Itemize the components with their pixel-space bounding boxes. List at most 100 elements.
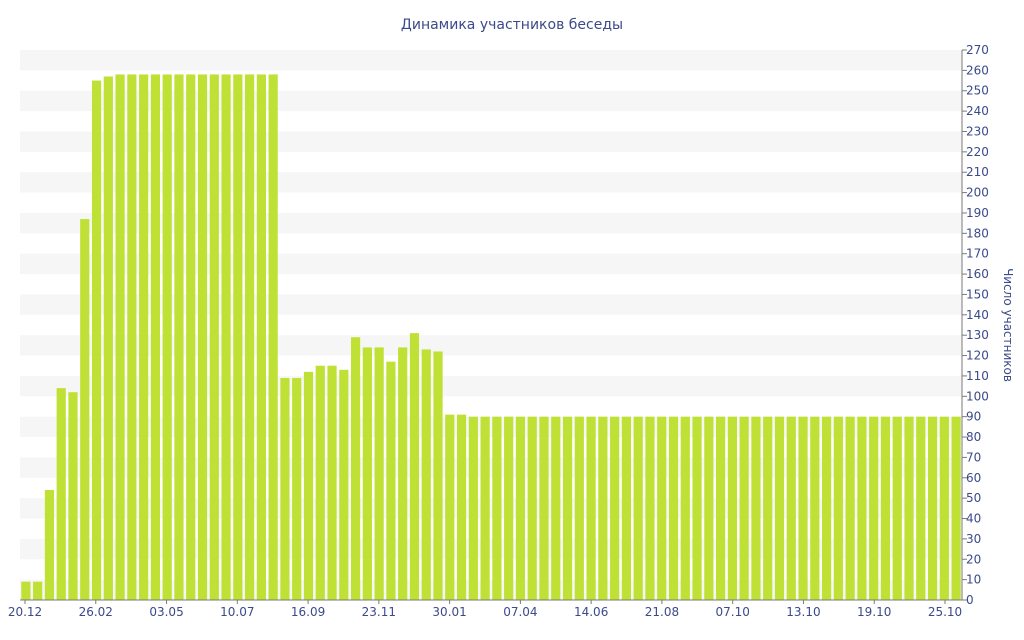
bar — [551, 416, 561, 600]
grid-band — [20, 375, 962, 397]
y-tick-label: 240 — [966, 104, 989, 118]
grid-band — [20, 335, 962, 356]
grid-band — [20, 498, 962, 519]
x-tick-label: 14.06 — [574, 605, 608, 619]
bar — [492, 416, 502, 600]
grid-band — [20, 579, 962, 600]
bar — [810, 416, 820, 600]
bar — [786, 416, 796, 600]
bar — [527, 416, 537, 600]
bar — [139, 74, 149, 600]
bar — [515, 416, 526, 600]
y-tick-label: 120 — [966, 349, 989, 363]
grid-band — [20, 416, 962, 438]
bar — [456, 414, 467, 600]
bar — [292, 377, 302, 600]
bar — [386, 361, 396, 600]
bar — [657, 416, 667, 600]
y-tick-label: 170 — [966, 247, 989, 261]
bar — [197, 74, 208, 600]
bar — [916, 416, 926, 600]
x-tick-label: 20.12 — [8, 605, 42, 619]
y-tick-label: 30 — [966, 532, 981, 546]
y-tick-label: 10 — [966, 573, 981, 587]
x-tick-label: 30.01 — [432, 605, 466, 619]
bar — [927, 416, 938, 600]
y-axis: 0 10 20 30 40 50 60 70 80 90 100 110 120 130 140 150 160… — [961, 43, 989, 607]
bar — [468, 416, 478, 600]
grid-bands — [20, 50, 962, 600]
bar — [421, 349, 431, 600]
y-axis-label: Число участников — [1001, 268, 1015, 382]
y-tick-label: 90 — [966, 410, 981, 424]
bar — [103, 76, 113, 601]
y-tick-label: 110 — [966, 369, 989, 383]
bar — [704, 416, 714, 600]
bar — [598, 416, 608, 600]
y-tick-label: 160 — [966, 267, 989, 281]
bar — [162, 74, 172, 600]
bar — [562, 416, 573, 600]
y-tick-label: 180 — [966, 226, 989, 240]
bar — [574, 416, 584, 600]
bar — [798, 416, 808, 600]
bar — [174, 74, 184, 600]
chart-title: Динамика участников беседы — [401, 17, 623, 33]
grid-band — [20, 538, 962, 560]
y-tick-label: 50 — [966, 491, 981, 505]
x-tick-label: 03.05 — [149, 605, 183, 619]
grid-band — [20, 294, 962, 315]
bar — [68, 392, 78, 600]
y-tick-label: 100 — [966, 389, 989, 403]
bar — [33, 581, 43, 600]
bar — [127, 74, 137, 600]
bar — [751, 416, 761, 600]
bar — [645, 416, 655, 600]
bar — [880, 416, 891, 600]
bar — [939, 416, 949, 600]
grid-band — [20, 172, 962, 193]
bar — [904, 416, 914, 600]
x-tick-label: 07.10 — [716, 605, 750, 619]
bar — [339, 369, 349, 600]
bar — [504, 416, 514, 600]
bar — [586, 416, 596, 600]
y-tick-label: 200 — [966, 186, 989, 200]
bar — [398, 347, 408, 600]
y-tick-label: 40 — [966, 512, 981, 526]
bar — [150, 74, 160, 600]
grid-band — [20, 253, 962, 275]
bar — [763, 416, 773, 600]
bar — [80, 219, 90, 600]
bar — [409, 333, 420, 600]
bars — [21, 74, 961, 601]
bar — [91, 80, 102, 600]
y-tick-label: 20 — [966, 552, 981, 566]
bar — [774, 416, 785, 600]
bar — [56, 388, 66, 600]
x-tick-label: 23.11 — [362, 605, 396, 619]
x-tick-label: 13.10 — [786, 605, 820, 619]
bar — [822, 416, 832, 600]
y-tick-label: 130 — [966, 328, 989, 342]
y-tick-label: 250 — [966, 84, 989, 98]
grid-band — [20, 50, 962, 71]
bar — [351, 337, 361, 600]
bar — [186, 74, 196, 600]
bar — [303, 371, 314, 600]
bar — [892, 416, 902, 600]
y-tick-label: 260 — [966, 63, 989, 77]
y-tick-label: 70 — [966, 450, 981, 464]
bar — [256, 74, 266, 600]
y-tick-label: 0 — [966, 593, 974, 607]
y-tick-label: 150 — [966, 287, 989, 301]
bar — [833, 416, 843, 600]
bar — [633, 416, 643, 600]
bar — [21, 581, 31, 600]
bar — [44, 490, 55, 600]
y-tick-label: 230 — [966, 124, 989, 138]
grid-band — [20, 90, 962, 112]
x-tick-label: 07.04 — [503, 605, 537, 619]
bar — [680, 416, 690, 600]
